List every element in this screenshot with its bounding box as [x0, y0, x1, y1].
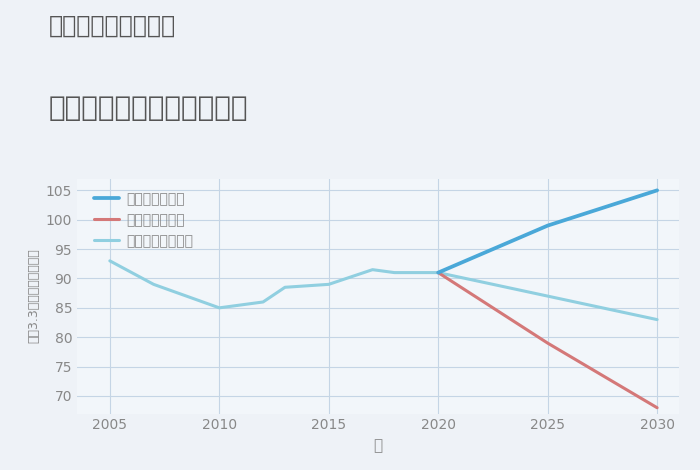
Text: 中古マンションの価格推移: 中古マンションの価格推移 — [49, 94, 248, 122]
ノーマルシナリオ — [368, 267, 377, 273]
ノーマルシナリオ — [281, 284, 289, 290]
Text: 三重県伊賀市馬場の: 三重県伊賀市馬場の — [49, 14, 176, 38]
X-axis label: 年: 年 — [373, 438, 383, 453]
ノーマルシナリオ — [434, 270, 442, 275]
ノーマルシナリオ — [325, 282, 333, 287]
ノーマルシナリオ — [259, 299, 267, 305]
ノーマルシナリオ — [106, 258, 114, 264]
グッドシナリオ — [434, 270, 442, 275]
グッドシナリオ — [653, 188, 662, 193]
ノーマルシナリオ — [237, 302, 246, 308]
Legend: グッドシナリオ, バッドシナリオ, ノーマルシナリオ: グッドシナリオ, バッドシナリオ, ノーマルシナリオ — [90, 188, 197, 252]
ノーマルシナリオ — [149, 282, 158, 287]
グッドシナリオ — [543, 223, 552, 228]
Line: グッドシナリオ: グッドシナリオ — [438, 190, 657, 273]
ノーマルシナリオ — [543, 293, 552, 299]
ノーマルシナリオ — [653, 317, 662, 322]
バッドシナリオ — [543, 340, 552, 346]
ノーマルシナリオ — [390, 270, 398, 275]
Line: ノーマルシナリオ: ノーマルシナリオ — [110, 261, 657, 320]
ノーマルシナリオ — [215, 305, 223, 311]
バッドシナリオ — [434, 270, 442, 275]
Y-axis label: 坪（3.3㎡）単価（万円）: 坪（3.3㎡）単価（万円） — [27, 249, 40, 344]
バッドシナリオ — [653, 405, 662, 411]
Line: バッドシナリオ: バッドシナリオ — [438, 273, 657, 407]
